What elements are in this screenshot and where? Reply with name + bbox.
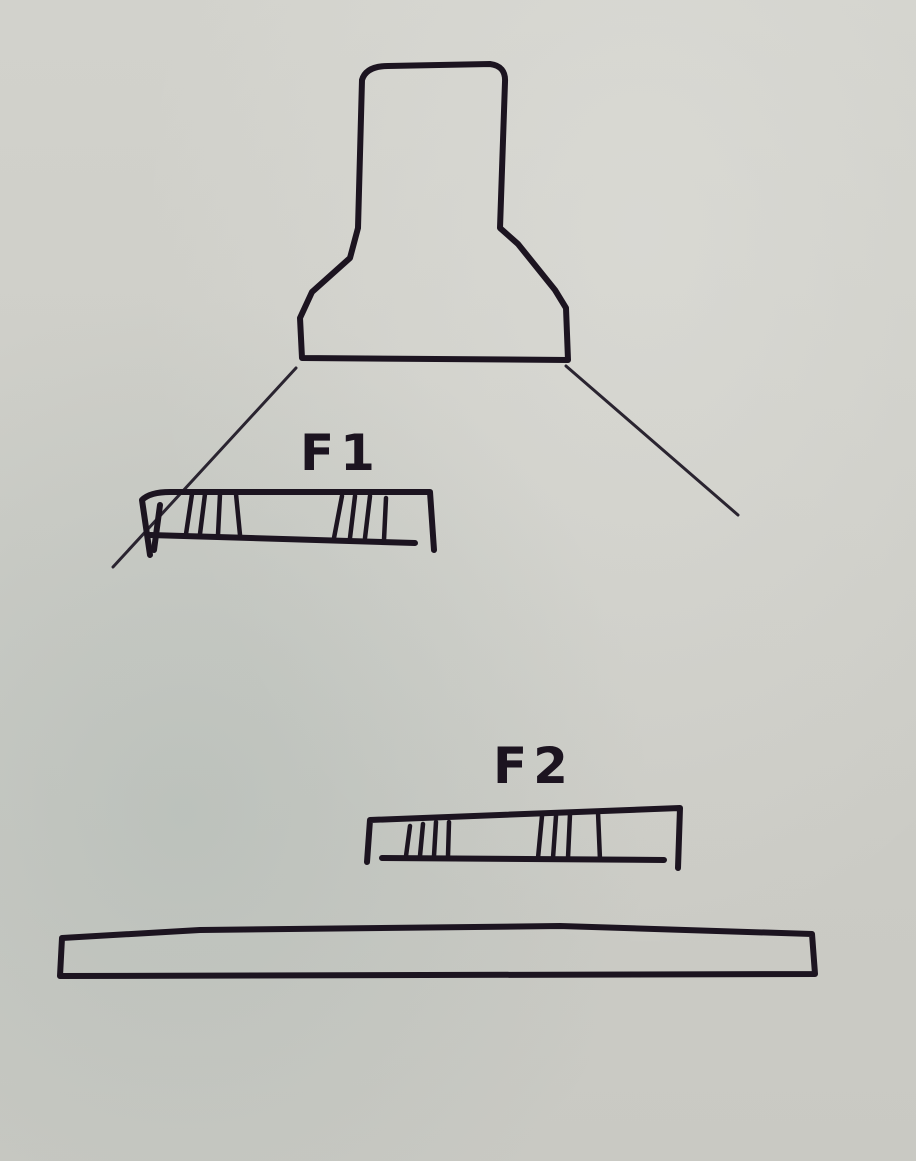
filter-f1-hatch-left bbox=[183, 491, 243, 538]
filter-f1 bbox=[139, 489, 437, 558]
light-ray-left bbox=[111, 366, 298, 569]
filter-f1-label: F1 bbox=[300, 424, 381, 482]
filter-f2-bottom-edge bbox=[379, 855, 667, 863]
lamp-housing bbox=[297, 61, 571, 363]
filter-f1-bottom-edge bbox=[147, 532, 418, 546]
filter-f2-frame bbox=[364, 805, 683, 871]
filter-f2-hatch-right bbox=[535, 809, 603, 863]
filter-f2-hatch-left bbox=[403, 819, 452, 859]
filter-f1-hatch-right bbox=[331, 493, 389, 543]
filter-f1-frame bbox=[139, 489, 437, 558]
filter-f2 bbox=[364, 805, 683, 871]
light-ray-right bbox=[564, 364, 740, 517]
base-plate bbox=[57, 923, 818, 979]
filter-f1-inner-end bbox=[151, 502, 163, 553]
filter-f2-label: F2 bbox=[493, 737, 574, 795]
